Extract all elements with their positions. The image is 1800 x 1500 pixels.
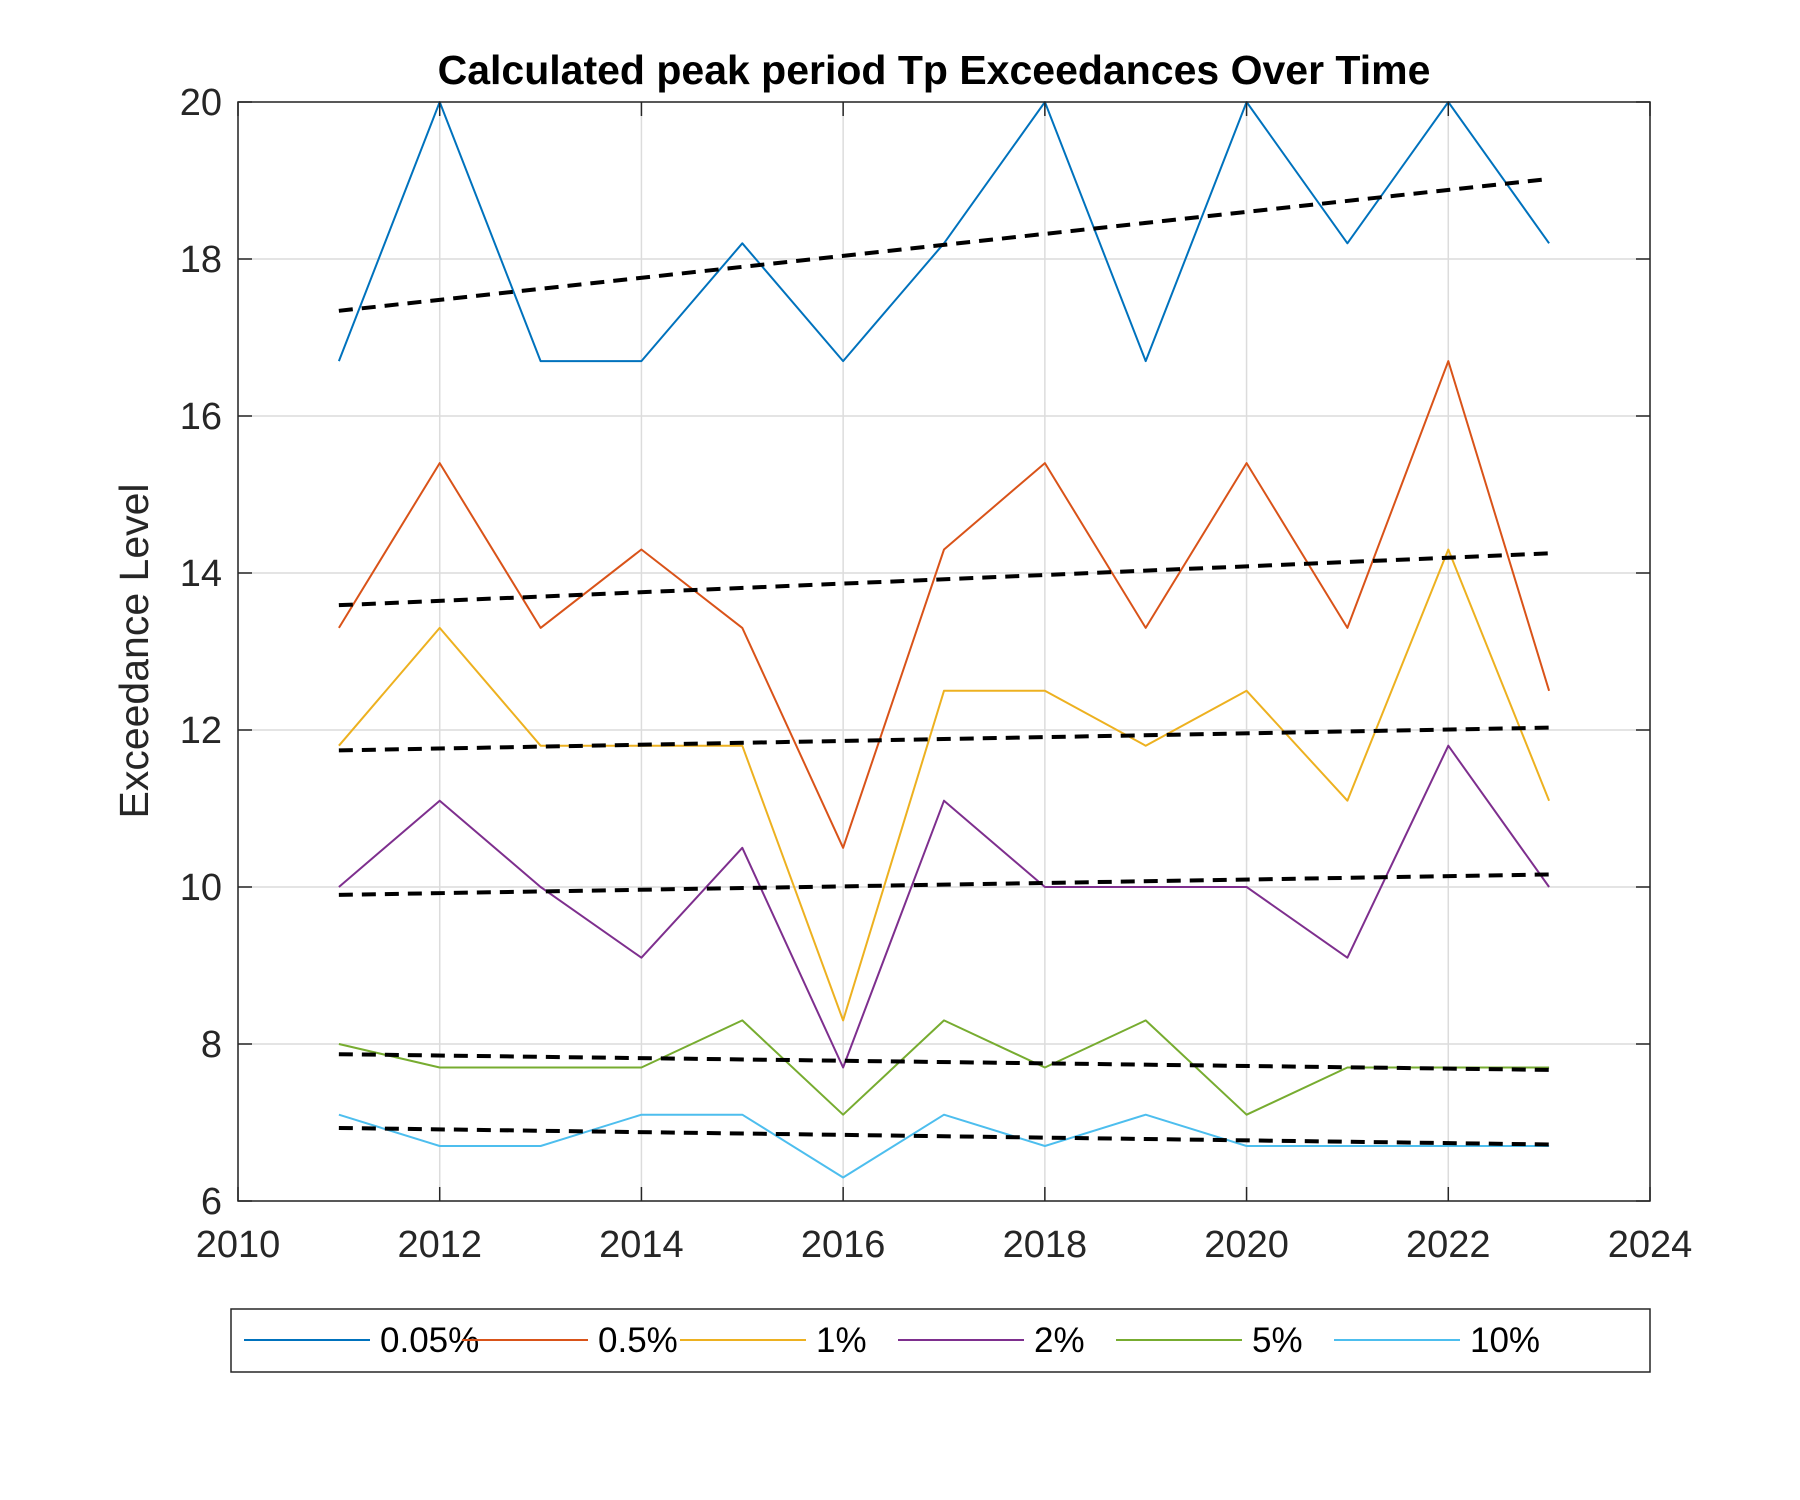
x-tick-label: 2012	[397, 1224, 482, 1266]
grid	[237, 101, 1651, 1202]
legend: 0.05% 0.5% 1% 2% 5% 10%	[244, 1321, 1540, 1360]
x-tick-label: 2022	[1406, 1224, 1491, 1266]
y-tick-label: 12	[180, 710, 222, 752]
legend-label-2: 1%	[816, 1321, 867, 1360]
x-tick-label: 2018	[1003, 1224, 1088, 1266]
y-tick-label: 18	[180, 239, 222, 281]
y-tick-label: 16	[180, 396, 222, 438]
y-tick-label: 6	[201, 1181, 222, 1223]
trend-line-5	[338, 1125, 1550, 1147]
legend-label-5: 10%	[1470, 1321, 1540, 1360]
y-tick-labels: 6 8 10 12 14 16 18 20	[180, 82, 222, 1223]
trend-line-0	[338, 176, 1550, 313]
series-line-0	[337, 101, 1550, 363]
chart-title: Calculated peak period Tp Exceedances Ov…	[438, 47, 1431, 93]
y-axis-label: Exceedance Level	[111, 483, 157, 818]
x-tick-label: 2010	[196, 1224, 281, 1266]
trend-line-2	[338, 725, 1550, 753]
y-tick-label: 10	[180, 867, 222, 909]
y-tick-label: 14	[180, 553, 222, 595]
series-line-3	[338, 744, 1550, 1069]
y-tick-label: 8	[201, 1024, 222, 1066]
series-line-4	[338, 1019, 1550, 1116]
trend-layer	[338, 176, 1550, 1147]
series-layer	[337, 101, 1551, 1179]
legend-label-3: 2%	[1034, 1321, 1085, 1360]
series-line-5	[338, 1113, 1550, 1179]
trend-line-4	[338, 1052, 1550, 1072]
trend-line-1	[338, 551, 1550, 608]
legend-label-4: 5%	[1252, 1321, 1303, 1360]
series-line-1	[338, 360, 1551, 849]
plot-area	[237, 101, 1651, 1202]
x-tick-label: 2016	[801, 1224, 886, 1266]
x-tick-labels: 2010 2012 2014 2016 2018 2020 2022 2024	[196, 1224, 1693, 1266]
series-line-2	[338, 548, 1551, 1022]
ticks	[237, 101, 1651, 1202]
legend-label-1: 0.5%	[598, 1321, 678, 1360]
x-tick-label: 2014	[599, 1224, 684, 1266]
trend-line-3	[338, 872, 1550, 897]
y-tick-label: 20	[180, 82, 222, 124]
x-tick-label: 2020	[1204, 1224, 1289, 1266]
x-tick-label: 2024	[1608, 1224, 1693, 1266]
